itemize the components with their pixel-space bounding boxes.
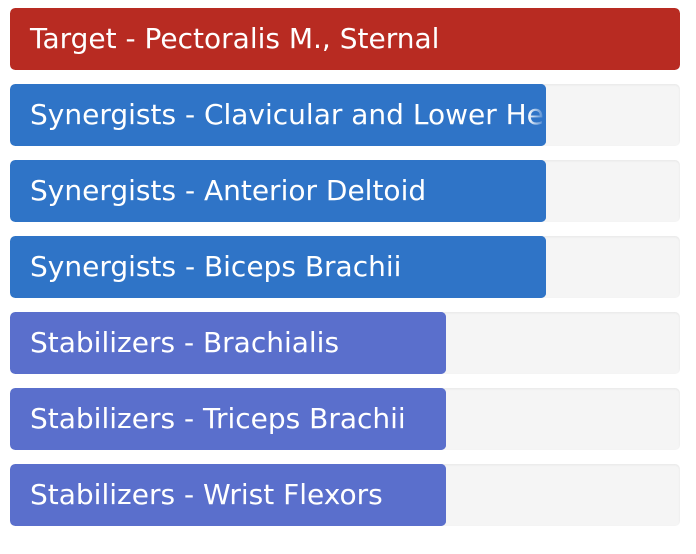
progress-bar-track: Stabilizers - Brachialis xyxy=(10,312,680,374)
muscle-label: Stabilizers - Triceps Brachii xyxy=(30,402,406,435)
progress-bar-track: Synergists - Clavicular and Lower Head xyxy=(10,84,680,146)
progress-bar-fill: Synergists - Biceps Brachii xyxy=(10,236,546,298)
progress-bar-track: Target - Pectoralis M., Sternal xyxy=(10,8,680,70)
muscle-label: Stabilizers - Brachialis xyxy=(30,326,340,359)
progress-bar-fill: Stabilizers - Brachialis xyxy=(10,312,446,374)
progress-bar-fill: Target - Pectoralis M., Sternal xyxy=(10,8,680,70)
progress-bar-fill: Synergists - Clavicular and Lower Head xyxy=(10,84,546,146)
progress-bar-fill: Synergists - Anterior Deltoid xyxy=(10,160,546,222)
muscle-label: Synergists - Anterior Deltoid xyxy=(30,174,427,207)
progress-bar-fill: Stabilizers - Wrist Flexors xyxy=(10,464,446,526)
progress-bar-fill: Stabilizers - Triceps Brachii xyxy=(10,388,446,450)
muscle-label: Synergists - Clavicular and Lower Head xyxy=(30,98,546,131)
progress-bar-track: Synergists - Biceps Brachii xyxy=(10,236,680,298)
progress-bar-track: Stabilizers - Wrist Flexors xyxy=(10,464,680,526)
muscle-label: Synergists - Biceps Brachii xyxy=(30,250,402,283)
muscle-involvement-list: Target - Pectoralis M., Sternal Synergist… xyxy=(10,8,680,540)
progress-bar-track: Stabilizers - Triceps Brachii xyxy=(10,388,680,450)
progress-bar-track: Synergists - Anterior Deltoid xyxy=(10,160,680,222)
muscle-label: Stabilizers - Wrist Flexors xyxy=(30,478,383,511)
muscle-label: Target - Pectoralis M., Sternal xyxy=(30,22,440,55)
